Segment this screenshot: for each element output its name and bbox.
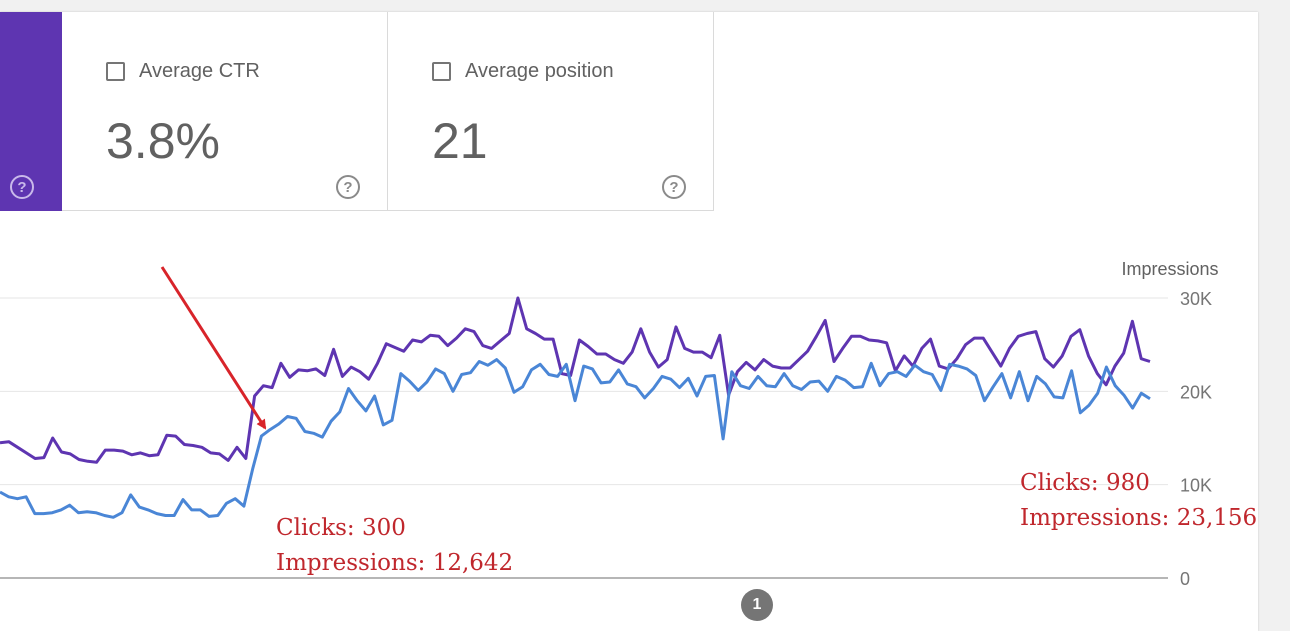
average-ctr-checkbox[interactable]	[106, 62, 125, 81]
average-ctr-header: Average CTR	[106, 60, 260, 83]
y-axis-title: Impressions	[1121, 259, 1218, 279]
page-badge[interactable]: 1	[741, 589, 773, 621]
y-tick-label: 30K	[1180, 289, 1212, 309]
help-icon[interactable]: ?	[336, 175, 360, 199]
annotation-clicks-after: Clicks: 980	[1020, 470, 1150, 496]
clicks-series-line	[0, 358, 1151, 519]
impressions-series-line	[0, 296, 1151, 464]
gridlines	[0, 297, 1168, 579]
average-position-header: Average position	[432, 60, 614, 83]
average-position-value: 21	[432, 113, 488, 169]
annotation-clicks-before: Clicks: 300	[276, 515, 406, 541]
y-tick-label: 10K	[1180, 476, 1212, 496]
average-position-checkbox[interactable]	[432, 62, 451, 81]
help-icon[interactable]: ?	[10, 175, 34, 199]
help-icon[interactable]: ?	[662, 175, 686, 199]
y-tick-label: 20K	[1180, 382, 1212, 402]
annotation-impressions-before: Impressions: 12,642	[276, 550, 513, 576]
y-tick-label: 0	[1180, 569, 1190, 589]
average-ctr-value: 3.8%	[106, 113, 220, 169]
annotation-impressions-after: Impressions: 23,156	[1020, 505, 1257, 531]
y-axis-ticks: 30K 20K 10K 0	[1180, 289, 1212, 589]
series-lines	[0, 296, 1151, 519]
total-impressions-card[interactable]: ?	[0, 12, 62, 211]
average-position-card[interactable]: Average position 21 ?	[388, 12, 714, 211]
average-position-label: Average position	[465, 60, 614, 82]
average-ctr-label: Average CTR	[139, 60, 260, 82]
annotation-arrow	[160, 266, 267, 430]
average-ctr-card[interactable]: Average CTR 3.8% ?	[62, 12, 388, 211]
